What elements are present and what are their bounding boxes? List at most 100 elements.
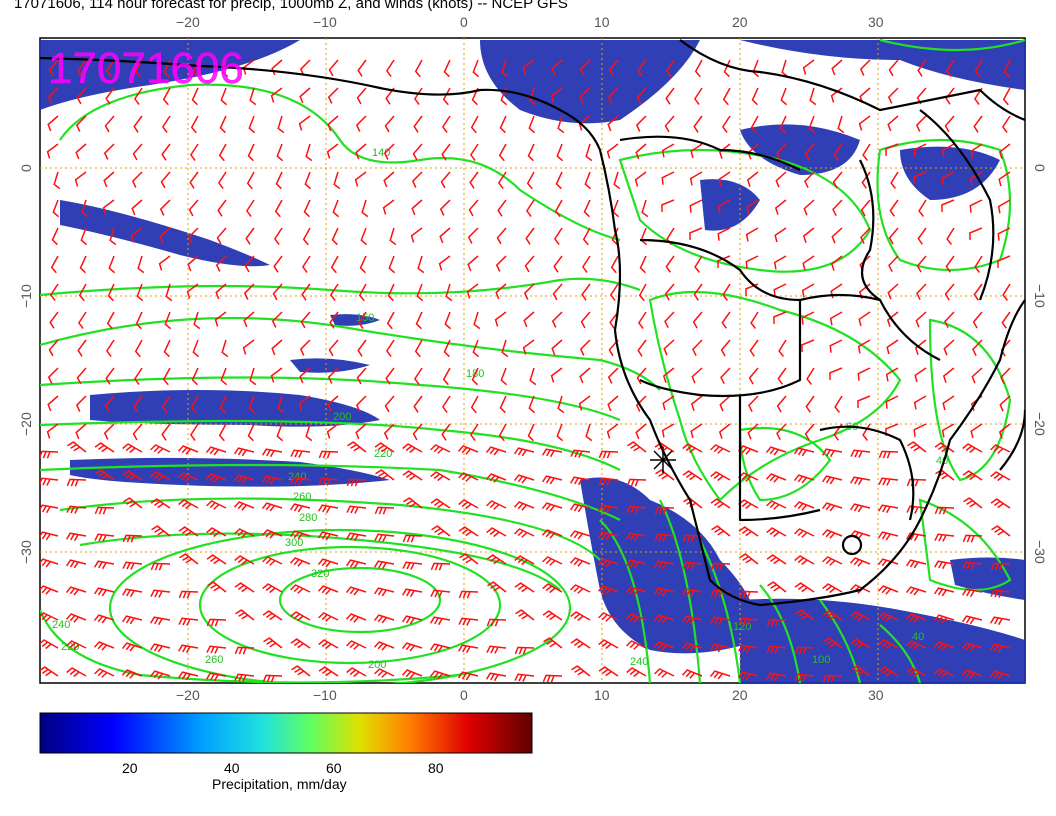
wind-barb: [527, 423, 535, 442]
wind-barb: [403, 497, 423, 509]
wind-barb: [723, 59, 731, 78]
wind-barb: [528, 395, 536, 414]
wind-barb: [345, 559, 367, 569]
wind-barb: [887, 87, 899, 104]
wind-barb: [445, 283, 453, 302]
contour-label: 320: [311, 568, 329, 580]
wind-barb: [514, 528, 535, 538]
wind-barb: [40, 450, 59, 459]
wind-barb: [470, 395, 479, 414]
wind-barb: [317, 531, 339, 541]
wind-barb: [654, 668, 675, 678]
wind-barb: [973, 115, 983, 133]
wind-barb: [301, 283, 311, 301]
wind-barb: [429, 670, 451, 680]
wind-barb: [941, 423, 955, 438]
wind-barb: [40, 666, 59, 677]
wind-barb: [158, 255, 171, 271]
wind-barb: [411, 171, 423, 188]
wind-barb: [346, 505, 367, 514]
wind-barb: [40, 612, 59, 622]
wind-barb: [710, 562, 731, 571]
wind-barb: [944, 115, 955, 133]
wind-barb: [906, 532, 927, 542]
wind-barb: [389, 227, 397, 246]
wind-barb: [218, 143, 227, 162]
wind-barb: [290, 638, 311, 649]
wind-barb: [550, 367, 563, 383]
wind-barb: [291, 665, 311, 677]
wind-barb: [905, 559, 927, 569]
wind-barb: [637, 311, 647, 329]
wind-barb: [682, 588, 703, 598]
contour-line: [659, 499, 702, 683]
wind-barb: [357, 59, 367, 77]
wind-barb: [748, 395, 759, 413]
wind-barb: [247, 143, 255, 162]
contour-label: 300: [285, 537, 303, 549]
wind-barb: [150, 562, 171, 571]
wind-barb: [598, 666, 619, 677]
wind-barb: [470, 115, 479, 134]
wind-barb: [466, 283, 479, 299]
wind-barb: [487, 581, 507, 593]
wind-barb: [607, 395, 619, 412]
wind-barb: [401, 669, 423, 679]
wind-barb: [804, 423, 815, 441]
contour-line: [918, 498, 1012, 592]
wind-barb: [710, 444, 731, 454]
wind-barb: [439, 199, 451, 216]
wind-barb: [776, 143, 787, 161]
wind-barb: [132, 423, 143, 441]
wind-barb: [373, 614, 395, 624]
wind-barb: [76, 367, 87, 385]
wind-barb: [665, 255, 675, 273]
wind-barb: [888, 59, 899, 77]
contour-label: 100: [812, 654, 830, 666]
wind-barb: [773, 283, 787, 297]
wind-barb: [554, 199, 563, 218]
contour-line: [738, 426, 832, 502]
coastlines: [40, 39, 1025, 607]
contour-line: [59, 83, 621, 242]
wind-barb: [850, 476, 871, 486]
wind-barb: [345, 586, 367, 596]
wind-barb: [360, 227, 368, 246]
wind-barb: [682, 534, 703, 543]
wind-barb: [579, 339, 591, 356]
wind-barb: [235, 609, 255, 621]
wind-barb: [76, 87, 87, 105]
wind-barb: [969, 199, 983, 213]
wind-barb: [66, 667, 87, 678]
wind-barb: [653, 587, 675, 597]
wind-barb: [191, 367, 199, 386]
wind-barb: [745, 255, 759, 269]
wind-barb: [878, 450, 899, 459]
wind-barb: [327, 115, 339, 132]
wind-barb: [384, 115, 395, 133]
wind-barb: [159, 199, 171, 216]
wind-barb: [831, 227, 843, 244]
wind-barb: [121, 642, 143, 652]
wind-barb: [916, 283, 927, 301]
wind-barb: [438, 255, 451, 271]
wind-barb: [557, 395, 565, 414]
wind-barb: [634, 171, 647, 187]
wind-barb: [219, 115, 227, 134]
wind-barb: [105, 367, 115, 385]
wind-barb: [402, 534, 423, 543]
wind-barb: [178, 617, 199, 626]
wind-barb: [637, 59, 647, 77]
colorbar-tick: 20: [122, 760, 138, 776]
wind-barb: [245, 199, 255, 217]
lon-ticks-top: −20 −10 0 10 20 30: [176, 14, 884, 30]
wind-barb: [299, 339, 311, 356]
wind-barb: [793, 474, 815, 484]
contour-line: [40, 419, 621, 471]
wind-barb: [95, 469, 115, 481]
wind-barb: [177, 671, 199, 681]
wind-barb: [302, 227, 311, 246]
wind-barb: [65, 586, 87, 596]
wind-barb: [597, 531, 619, 541]
